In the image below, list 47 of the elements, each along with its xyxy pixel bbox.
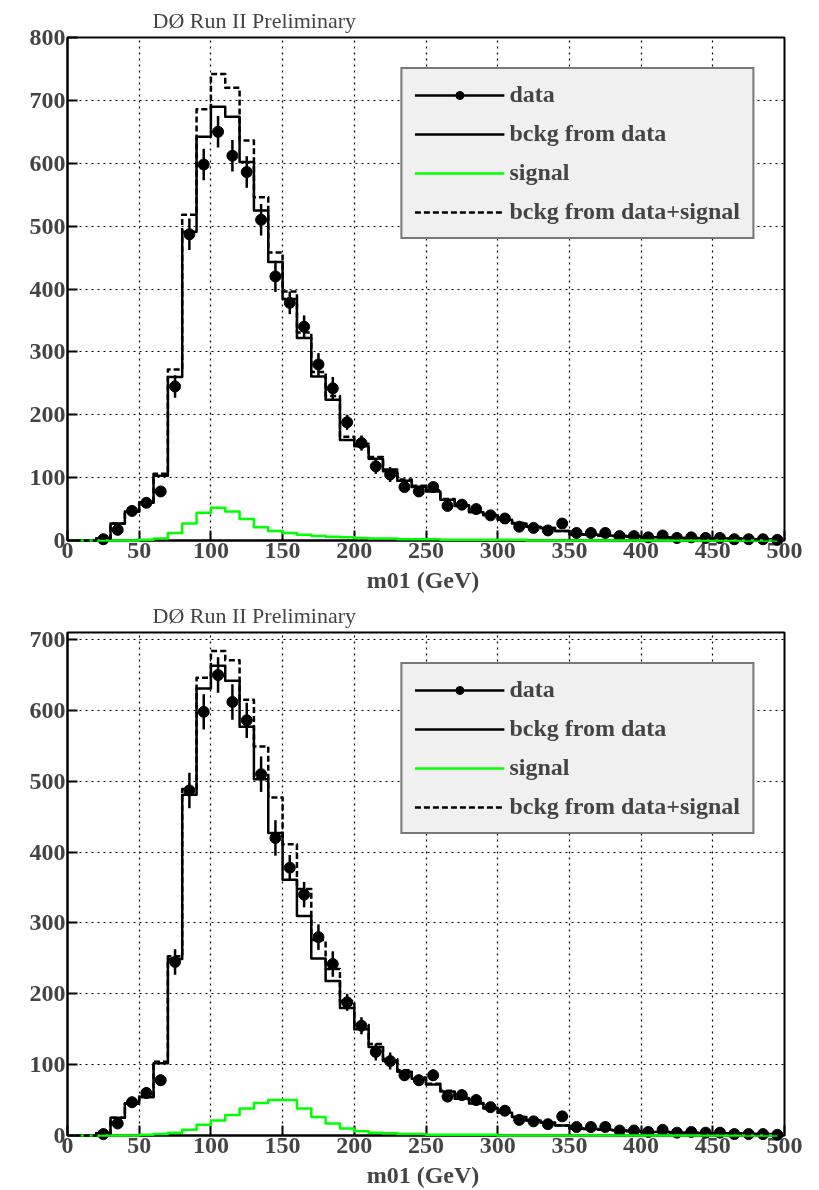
y-tick-label: 500	[29, 212, 66, 239]
x-tick-label: 500	[766, 1131, 803, 1158]
y-tick-label: 400	[29, 275, 66, 302]
y-tick-label: 100	[29, 464, 66, 491]
x-tick-label: 50	[127, 1131, 152, 1158]
y-tick-label: 300	[29, 909, 66, 936]
x-tick-label: 500	[766, 536, 803, 563]
x-tick-label: 100	[192, 536, 229, 563]
y-tick-label: 700	[29, 86, 66, 113]
chart-title: DØ Run II Preliminary	[152, 7, 356, 33]
x-tick-label: 300	[479, 536, 516, 563]
x-tick-label: 50	[127, 536, 152, 563]
x-tick-label: 250	[408, 1131, 444, 1158]
legend-label: bckg from data	[509, 715, 667, 742]
y-tick-label: 200	[29, 980, 66, 1007]
x-axis-title: m01 (GeV)	[366, 1161, 480, 1188]
x-tick-label: 100	[192, 1131, 229, 1158]
x-axis-title: m01 (GeV)	[366, 566, 480, 593]
legend-label: bckg from data+signal	[509, 793, 740, 820]
y-tick-label: 400	[29, 838, 66, 865]
y-tick-label: 500	[29, 767, 66, 794]
y-tick-label: 100	[29, 1051, 66, 1078]
y-tick-label: 600	[29, 149, 66, 176]
x-tick-label: 200	[336, 1131, 373, 1158]
y-tick-label: 200	[29, 401, 66, 428]
x-tick-label: 400	[623, 536, 660, 563]
legend-label: signal	[509, 754, 570, 781]
x-tick-label: 400	[623, 1131, 660, 1158]
legend-label: bckg from data	[509, 120, 667, 147]
x-tick-label: 150	[264, 536, 301, 563]
x-tick-label: 200	[336, 536, 373, 563]
y-tick-label: 600	[29, 696, 66, 723]
y-tick-label: 800	[29, 24, 66, 50]
legend-label: bckg from data+signal	[509, 198, 740, 225]
x-tick-label: 300	[479, 1131, 516, 1158]
x-tick-label: 450	[694, 1131, 731, 1158]
y-tick-label: 700	[29, 626, 66, 653]
x-tick-label: 150	[264, 1131, 301, 1158]
legend-label: data	[509, 676, 555, 703]
chart-title: DØ Run II Preliminary	[152, 602, 356, 628]
x-tick-label: 250	[408, 536, 444, 563]
legend-label: data	[509, 81, 555, 108]
x-tick-label: 350	[551, 536, 588, 563]
legend-label: signal	[509, 159, 570, 186]
x-tick-label: 350	[551, 1131, 588, 1158]
y-tick-label: 300	[29, 338, 66, 365]
x-tick-label: 450	[694, 536, 731, 563]
